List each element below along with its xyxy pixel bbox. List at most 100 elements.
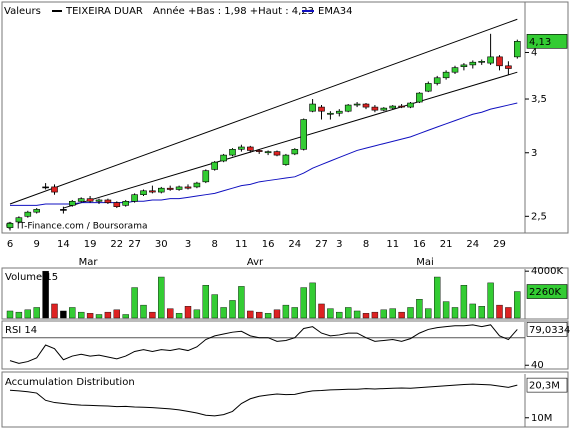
- volume-bar: [149, 311, 156, 319]
- x-tick-label: 3: [185, 239, 191, 250]
- y-tick-label: 4000K: [531, 266, 563, 277]
- candle-body: [104, 199, 112, 203]
- volume-bar: [193, 309, 201, 319]
- volume-bar: [51, 303, 58, 319]
- month-label: Avr: [247, 257, 264, 268]
- volume-bar: [451, 307, 459, 319]
- volume-bar: [15, 311, 23, 319]
- volume-bar: [95, 314, 103, 319]
- candle-body: [496, 56, 503, 67]
- candle-body: [77, 198, 85, 202]
- candle-body: [33, 209, 41, 213]
- candle-body: [513, 41, 521, 58]
- candle-body: [140, 190, 147, 195]
- volume-bar: [202, 285, 210, 319]
- candle-body: [24, 211, 32, 217]
- volume-bar: [247, 310, 254, 319]
- x-tick-label: 29: [493, 239, 506, 250]
- candle-body: [460, 64, 468, 68]
- ad-panel: [1, 371, 569, 428]
- candle-body: [113, 202, 121, 207]
- current-value-label: 4,13: [529, 37, 551, 48]
- x-tick-label: 21: [440, 239, 453, 250]
- indicator-line: [9, 324, 518, 364]
- candle-body: [264, 151, 272, 154]
- volume-bar: [24, 309, 31, 319]
- candle-body: [291, 148, 299, 155]
- price-panel: [1, 1, 569, 234]
- x-tick-label: 3: [336, 239, 342, 250]
- ema-line: [10, 102, 518, 206]
- candle-body: [149, 190, 156, 193]
- current-value-label: 20,3M: [529, 381, 560, 392]
- candle-body: [478, 61, 486, 63]
- current-value-label: 2260K: [529, 287, 561, 298]
- candle-body: [451, 67, 459, 73]
- candle-body: [69, 201, 76, 206]
- x-tick-label: 8: [363, 239, 369, 250]
- volume-bar: [113, 309, 121, 319]
- volume-bar: [318, 303, 325, 319]
- y-tick-label: 10M: [531, 413, 552, 424]
- volume-bar: [496, 304, 503, 319]
- candle-body: [469, 61, 477, 66]
- trend-line: [9, 18, 518, 205]
- volume-bar: [238, 286, 245, 319]
- candle-body: [505, 65, 512, 69]
- candle-body: [175, 186, 183, 190]
- volume-bar: [166, 308, 174, 319]
- month-label: Mai: [416, 257, 434, 268]
- volume-bar: [220, 307, 227, 319]
- x-tick-label: 30: [155, 239, 168, 250]
- x-tick-label: 8: [212, 239, 218, 250]
- candle-body: [238, 146, 245, 150]
- candle-body: [220, 154, 227, 162]
- candle-body: [86, 198, 94, 202]
- candle-body: [122, 201, 129, 206]
- candle-body: [166, 187, 174, 190]
- candle-body: [211, 161, 218, 170]
- volume-bar: [229, 300, 236, 319]
- candle-body: [60, 209, 67, 211]
- y-tick-label: 2,5: [531, 211, 547, 222]
- indicator-line: [9, 383, 518, 417]
- candle-body: [416, 92, 423, 103]
- candle-body: [442, 71, 450, 79]
- volume-bar: [140, 304, 147, 319]
- volume-bar: [514, 291, 521, 319]
- candle-body: [282, 154, 290, 165]
- volume-bar: [77, 311, 85, 319]
- legend-label: TEIXEIRA DUAR: [65, 6, 143, 17]
- volume-bar: [389, 308, 396, 319]
- x-tick-label: 14: [57, 239, 70, 250]
- volume-bar: [407, 307, 414, 319]
- candle-body: [229, 148, 236, 156]
- legend-title: Valeurs: [4, 6, 41, 17]
- volume-bar: [60, 310, 67, 319]
- candle-body: [335, 110, 343, 114]
- candle-body: [51, 186, 58, 193]
- candle-body: [398, 105, 405, 108]
- candle-body: [389, 105, 397, 109]
- trend-line: [63, 71, 518, 209]
- volume-bar: [309, 282, 316, 319]
- candle-body: [247, 146, 254, 151]
- candle-body: [362, 103, 370, 108]
- x-tick-label: 27: [315, 239, 328, 250]
- candle-body: [300, 119, 308, 150]
- candle-body: [318, 106, 325, 112]
- legend-label: EMA34: [318, 6, 353, 17]
- volume-bar: [256, 311, 263, 319]
- y-tick-label: 40: [531, 360, 544, 371]
- volume-bar: [211, 294, 218, 319]
- x-tick-label: 27: [128, 239, 141, 250]
- volume-bar: [104, 311, 112, 319]
- candle-body: [6, 223, 14, 228]
- current-value-box: [526, 284, 568, 299]
- volume-bar: [264, 313, 272, 319]
- x-tick-label: 16: [413, 239, 426, 250]
- volume-bar: [273, 309, 281, 319]
- panel-title: RSI 14: [5, 325, 37, 336]
- volume-bar: [442, 301, 450, 319]
